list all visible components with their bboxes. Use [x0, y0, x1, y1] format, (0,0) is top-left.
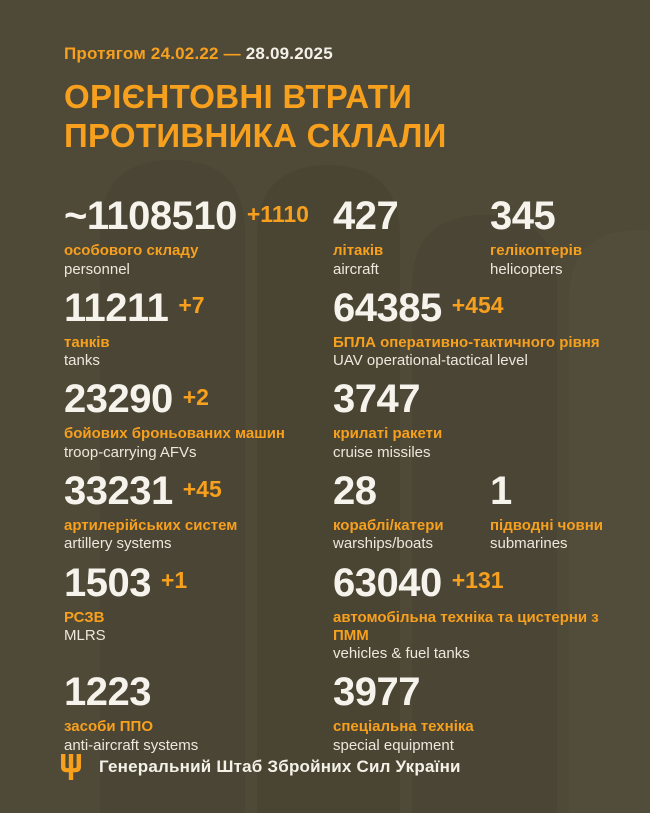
stat-delta: +7	[178, 292, 205, 319]
stat-number-row: 427	[333, 194, 490, 239]
stat-label-uk: підводні човни	[490, 517, 604, 534]
stat-helicopters: 345 гелікоптерів helicopters	[490, 194, 583, 279]
stat-value: 1223	[64, 670, 151, 715]
trident-icon	[61, 754, 81, 780]
stat-number-row: ~1108510 +1110	[64, 194, 333, 239]
stat-number-row: 64385 +454	[333, 285, 620, 330]
footer: Генеральний Штаб Збройних Сил України	[58, 753, 461, 781]
title-line-2: ПРОТИВНИКА СКЛАЛИ	[64, 116, 447, 154]
stat-value: 1503	[64, 560, 151, 605]
stat-label-en: cruise missiles	[333, 443, 431, 461]
footer-org-name: Генеральний Штаб Збройних Сил України	[99, 757, 461, 776]
stat-value: 345	[490, 194, 556, 239]
stat-value: 28	[333, 469, 377, 513]
stat-value: 1	[490, 469, 512, 513]
stat-delta: +131	[451, 567, 504, 594]
page-title: ОРІЄНТОВНІ ВТРАТИ ПРОТИВНИКА СКЛАЛИ	[64, 78, 620, 155]
stat-pair-navy: 28 кораблі/катери warships/boats 1 підво…	[333, 469, 620, 564]
stat-label-en: tanks	[64, 352, 100, 370]
stat-value: 23290	[64, 377, 173, 422]
stat-label-uk: автомобільна техніка та цистерни з ПММ	[333, 608, 599, 644]
stat-label-uk: особового складу	[64, 242, 199, 260]
stat-tanks: 11211 +7 танків tanks	[64, 285, 333, 371]
reporting-period: Протягом 24.02.22 — 28.09.2025	[64, 44, 620, 64]
stat-label-en: MLRS	[64, 626, 106, 644]
stat-label-en: aircraft	[333, 260, 379, 278]
stat-number-row: 3977	[333, 670, 620, 715]
stat-value: 63040	[333, 560, 442, 605]
stat-delta: +1110	[246, 200, 309, 227]
stat-label-uk: кораблі/катери	[333, 517, 444, 534]
stat-afv: 23290 +2 бойових броньованих машин troop…	[64, 377, 333, 462]
stat-vehicles: 63040 +131 автомобільна техніка та цисте…	[333, 560, 620, 664]
period-end-date: 28.09.2025	[245, 44, 333, 63]
stat-aircraft: 427 літаків aircraft	[333, 194, 490, 279]
stat-pair-air: 427 літаків aircraft 345 гелікоптерів he…	[333, 194, 620, 289]
stat-number-row: 1223	[64, 670, 333, 715]
title-line-1: ОРІЄНТОВНІ ВТРАТИ	[64, 78, 413, 115]
stat-submarines: 1 підводні човни submarines	[490, 469, 604, 554]
stat-number-row: 345	[490, 194, 582, 239]
stat-number-row: 1	[490, 469, 603, 513]
stat-label-uk: бойових броньованих машин	[64, 425, 285, 443]
stat-delta: +2	[182, 383, 209, 410]
stat-delta: +1	[160, 567, 188, 594]
stat-value: 3977	[333, 670, 420, 715]
stat-value: 3747	[333, 377, 420, 422]
stat-label-uk: артилерійських систем	[64, 517, 238, 534]
stat-value: ~1108510	[64, 194, 237, 239]
stat-number-row: 11211 +7	[64, 285, 333, 330]
stat-special-equipment: 3977 спеціальна техніка special equipmen…	[333, 670, 620, 755]
stat-number-row: 1503 +1	[64, 560, 333, 605]
stat-delta: +454	[451, 292, 504, 319]
stat-label-uk: РСЗВ	[64, 608, 105, 626]
stat-label-en: submarines	[490, 535, 568, 553]
stat-label-uk: крилаті ракети	[333, 425, 443, 443]
stat-label-en: troop-carrying AFVs	[64, 443, 197, 461]
stat-label-uk: спеціальна техніка	[333, 718, 474, 736]
stat-label-en: anti-aircraft systems	[64, 736, 199, 754]
stat-number-row: 33231 +45	[64, 469, 333, 513]
stat-label-en: artillery systems	[64, 535, 172, 553]
stat-label-en: vehicles & fuel tanks	[333, 645, 470, 663]
stat-value: 11211	[64, 285, 169, 330]
stat-mlrs: 1503 +1 РСЗВ MLRS	[64, 560, 333, 664]
stat-personnel: ~1108510 +1110 особового складу personne…	[64, 194, 333, 279]
stat-label-uk: танків	[64, 333, 110, 351]
stat-label-uk: БПЛА оперативно-тактичного рівня	[333, 333, 600, 351]
stat-cruise-missiles: 3747 крилаті ракети cruise missiles	[333, 377, 620, 462]
stat-uav: 64385 +454 БПЛА оперативно-тактичного рі…	[333, 285, 620, 371]
stat-label-en: UAV operational-tactical level	[333, 352, 528, 370]
period-prefix: Протягом 24.02.22 —	[64, 44, 241, 63]
stat-value: 427	[333, 194, 399, 239]
stat-label-en: warships/boats	[333, 535, 434, 553]
stats-grid: ~1108510 +1110 особового складу personne…	[64, 194, 620, 765]
stat-artillery: 33231 +45 артилерійських систем artiller…	[64, 469, 333, 554]
stat-label-en: personnel	[64, 260, 130, 278]
stat-label-uk: гелікоптерів	[490, 242, 583, 260]
stat-number-row: 28	[333, 469, 490, 513]
stat-label-en: special equipment	[333, 736, 454, 754]
stat-value: 64385	[333, 285, 442, 330]
stat-label-en: helicopters	[490, 260, 563, 278]
stat-warships: 28 кораблі/катери warships/boats	[333, 469, 490, 554]
stat-number-row: 3747	[333, 377, 620, 422]
stat-delta: +45	[182, 475, 222, 502]
stat-value: 33231	[64, 469, 173, 513]
stat-number-row: 23290 +2	[64, 377, 333, 422]
stat-air-defense: 1223 засоби ППО anti-aircraft systems	[64, 670, 333, 755]
stat-label-uk: засоби ППО	[64, 718, 153, 736]
stat-number-row: 63040 +131	[333, 560, 620, 605]
stat-label-uk: літаків	[333, 242, 384, 260]
